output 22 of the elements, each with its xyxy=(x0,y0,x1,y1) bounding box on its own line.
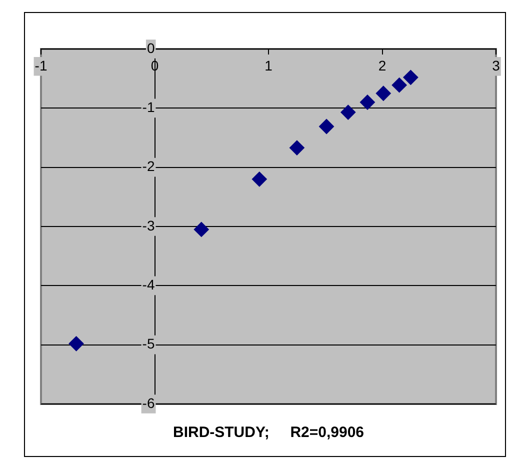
point xyxy=(289,140,304,156)
x-tick-label: 2 xyxy=(378,57,386,74)
y-tick-label: 0 xyxy=(146,40,155,56)
x-tick-label: 1 xyxy=(264,57,273,74)
point xyxy=(392,78,407,93)
point xyxy=(376,86,391,101)
y-tick-label: -6 xyxy=(142,394,155,411)
x-tick-label: -1 xyxy=(34,57,48,74)
point xyxy=(194,222,209,237)
point xyxy=(68,336,84,352)
point xyxy=(319,119,334,134)
x-tick-label: 3 xyxy=(492,57,500,74)
y-tick-label: -2 xyxy=(142,158,155,174)
text: BIRD-STUDY; R2=0,9906 xyxy=(172,424,364,442)
y-tick-label: -5 xyxy=(142,336,155,352)
point xyxy=(252,172,267,187)
y-tick-label: -3 xyxy=(142,217,155,234)
point xyxy=(403,70,418,85)
y-tick-label: -4 xyxy=(142,276,155,293)
point xyxy=(360,94,375,110)
point xyxy=(340,104,356,120)
y-tick-label: -1 xyxy=(142,99,155,116)
